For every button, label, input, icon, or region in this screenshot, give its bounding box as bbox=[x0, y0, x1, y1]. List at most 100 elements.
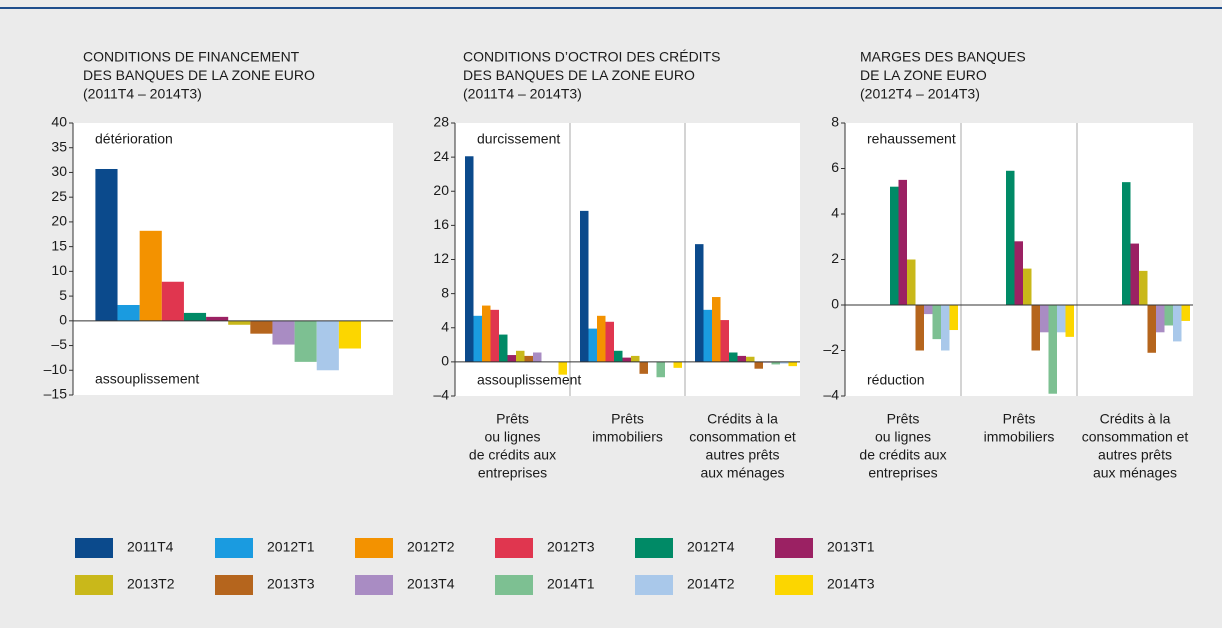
legend-swatch bbox=[215, 575, 253, 595]
bar: 2014T2 bbox=[1057, 305, 1066, 333]
legend-label: 2011T4 bbox=[127, 539, 174, 555]
bar: 2014T1 bbox=[294, 320, 317, 362]
bar: 2012T3 bbox=[605, 321, 614, 362]
bar: 2013T3 bbox=[250, 320, 273, 334]
chart-title: (2011T4 – 2014T3) bbox=[463, 86, 582, 102]
bar: 2013T4 bbox=[272, 320, 295, 345]
y-tick-label: –15 bbox=[44, 386, 68, 402]
bar: 2011T4 bbox=[580, 210, 589, 362]
bar: 2012T2 bbox=[482, 305, 491, 362]
legend-label: 2014T1 bbox=[547, 576, 595, 592]
bar: 2012T1 bbox=[703, 309, 712, 362]
bar: 2014T3 bbox=[949, 305, 958, 331]
bar: 2013T1 bbox=[1130, 243, 1139, 305]
bar: 2013T4 bbox=[924, 305, 933, 315]
x-category-label: immobiliers bbox=[984, 429, 1055, 445]
x-category-label: de crédits aux bbox=[469, 447, 556, 463]
legend-swatch bbox=[775, 538, 813, 558]
y-tick-label: 16 bbox=[433, 216, 449, 232]
bar: 2012T1 bbox=[473, 315, 482, 362]
bar: 2013T3 bbox=[1031, 305, 1040, 351]
legend-swatch bbox=[355, 538, 393, 558]
y-tick-label: –5 bbox=[51, 336, 67, 352]
legend-swatch bbox=[75, 538, 113, 558]
legend-swatch bbox=[635, 575, 673, 595]
bar: 2013T3 bbox=[639, 361, 648, 374]
y-tick-label: 8 bbox=[441, 284, 449, 300]
bar: 2012T2 bbox=[139, 230, 162, 321]
bar: 2013T2 bbox=[907, 259, 916, 305]
x-category-label: aux ménages bbox=[1093, 465, 1177, 481]
bar: 2012T4 bbox=[1122, 182, 1131, 305]
bar: 2014T3 bbox=[558, 361, 567, 375]
bar: 2012T4 bbox=[499, 334, 508, 362]
bar: 2012T4 bbox=[614, 350, 623, 362]
plot-area bbox=[73, 123, 393, 395]
bar: 2013T1 bbox=[507, 355, 516, 362]
y-tick-label: 0 bbox=[59, 312, 67, 328]
legend-swatch bbox=[495, 575, 533, 595]
y-tick-label: 6 bbox=[831, 159, 839, 175]
x-category-label: Prêts bbox=[1003, 411, 1036, 427]
y-tick-label: –2 bbox=[823, 341, 839, 357]
bar: 2014T1 bbox=[656, 361, 665, 378]
y-tick-label: 10 bbox=[51, 262, 67, 278]
legend-label: 2012T2 bbox=[407, 539, 455, 555]
x-category-label: consommation et bbox=[689, 429, 796, 445]
x-category-label: Crédits à la bbox=[1100, 411, 1171, 427]
x-category-label: de crédits aux bbox=[859, 447, 946, 463]
y-tick-label: 20 bbox=[51, 213, 67, 229]
legend-swatch bbox=[75, 575, 113, 595]
chart-title: (2012T4 – 2014T3) bbox=[860, 86, 980, 102]
bar: 2012T2 bbox=[597, 315, 606, 362]
y-tick-label: –4 bbox=[823, 387, 839, 403]
bar: 2013T2 bbox=[1023, 268, 1032, 305]
chart-title: CONDITIONS D’OCTROI DES CRÉDITS bbox=[463, 49, 720, 65]
y-tick-label: –4 bbox=[433, 387, 449, 403]
x-category-label: ou lignes bbox=[875, 429, 931, 445]
x-category-label: consommation et bbox=[1082, 429, 1189, 445]
bar: 2014T3 bbox=[788, 361, 797, 367]
bar: 2012T2 bbox=[712, 297, 721, 362]
annotation: réduction bbox=[867, 372, 925, 388]
x-category-label: Crédits à la bbox=[707, 411, 778, 427]
bar: 2013T1 bbox=[1014, 241, 1023, 305]
legend-label: 2014T3 bbox=[827, 576, 875, 592]
bar: 2012T1 bbox=[588, 328, 597, 362]
bar: 2013T2 bbox=[1139, 270, 1148, 305]
bar: 2013T1 bbox=[206, 316, 229, 321]
bar: 2014T3 bbox=[338, 320, 361, 349]
bar: 2014T1 bbox=[771, 361, 780, 365]
x-category-label: aux ménages bbox=[700, 465, 784, 481]
bar: 2014T3 bbox=[1065, 305, 1074, 337]
annotation: détérioration bbox=[95, 131, 173, 147]
y-tick-label: 5 bbox=[59, 287, 67, 303]
x-category-label: ou lignes bbox=[484, 429, 540, 445]
bar: 2013T1 bbox=[898, 179, 907, 305]
bar: 2013T4 bbox=[533, 352, 542, 362]
chart-title: DES BANQUES DE LA ZONE EURO bbox=[463, 67, 695, 83]
legend-swatch bbox=[355, 575, 393, 595]
y-tick-label: 24 bbox=[433, 148, 449, 164]
bar: 2012T4 bbox=[183, 312, 207, 321]
y-tick-label: 0 bbox=[441, 353, 449, 369]
bar: 2011T4 bbox=[695, 244, 704, 362]
legend-swatch bbox=[775, 575, 813, 595]
y-tick-label: 12 bbox=[433, 250, 449, 266]
y-tick-label: 35 bbox=[51, 138, 67, 154]
bar: 2012T4 bbox=[729, 352, 738, 362]
bar: 2011T4 bbox=[465, 156, 474, 362]
x-category-label: autres prêts bbox=[706, 447, 780, 463]
legend-swatch bbox=[495, 538, 533, 558]
x-category-label: Prêts bbox=[887, 411, 920, 427]
y-tick-label: 0 bbox=[831, 296, 839, 312]
bar: 2014T1 bbox=[932, 305, 941, 340]
annotation: assouplissement bbox=[95, 371, 199, 387]
bar: 2012T3 bbox=[490, 309, 499, 362]
x-category-label: Prêts bbox=[496, 411, 529, 427]
bar: 2012T4 bbox=[890, 186, 899, 305]
legend-label: 2013T1 bbox=[827, 539, 875, 555]
bar: 2014T1 bbox=[1164, 305, 1173, 326]
bar: 2011T4 bbox=[95, 168, 118, 321]
bar: 2013T4 bbox=[1040, 305, 1049, 333]
